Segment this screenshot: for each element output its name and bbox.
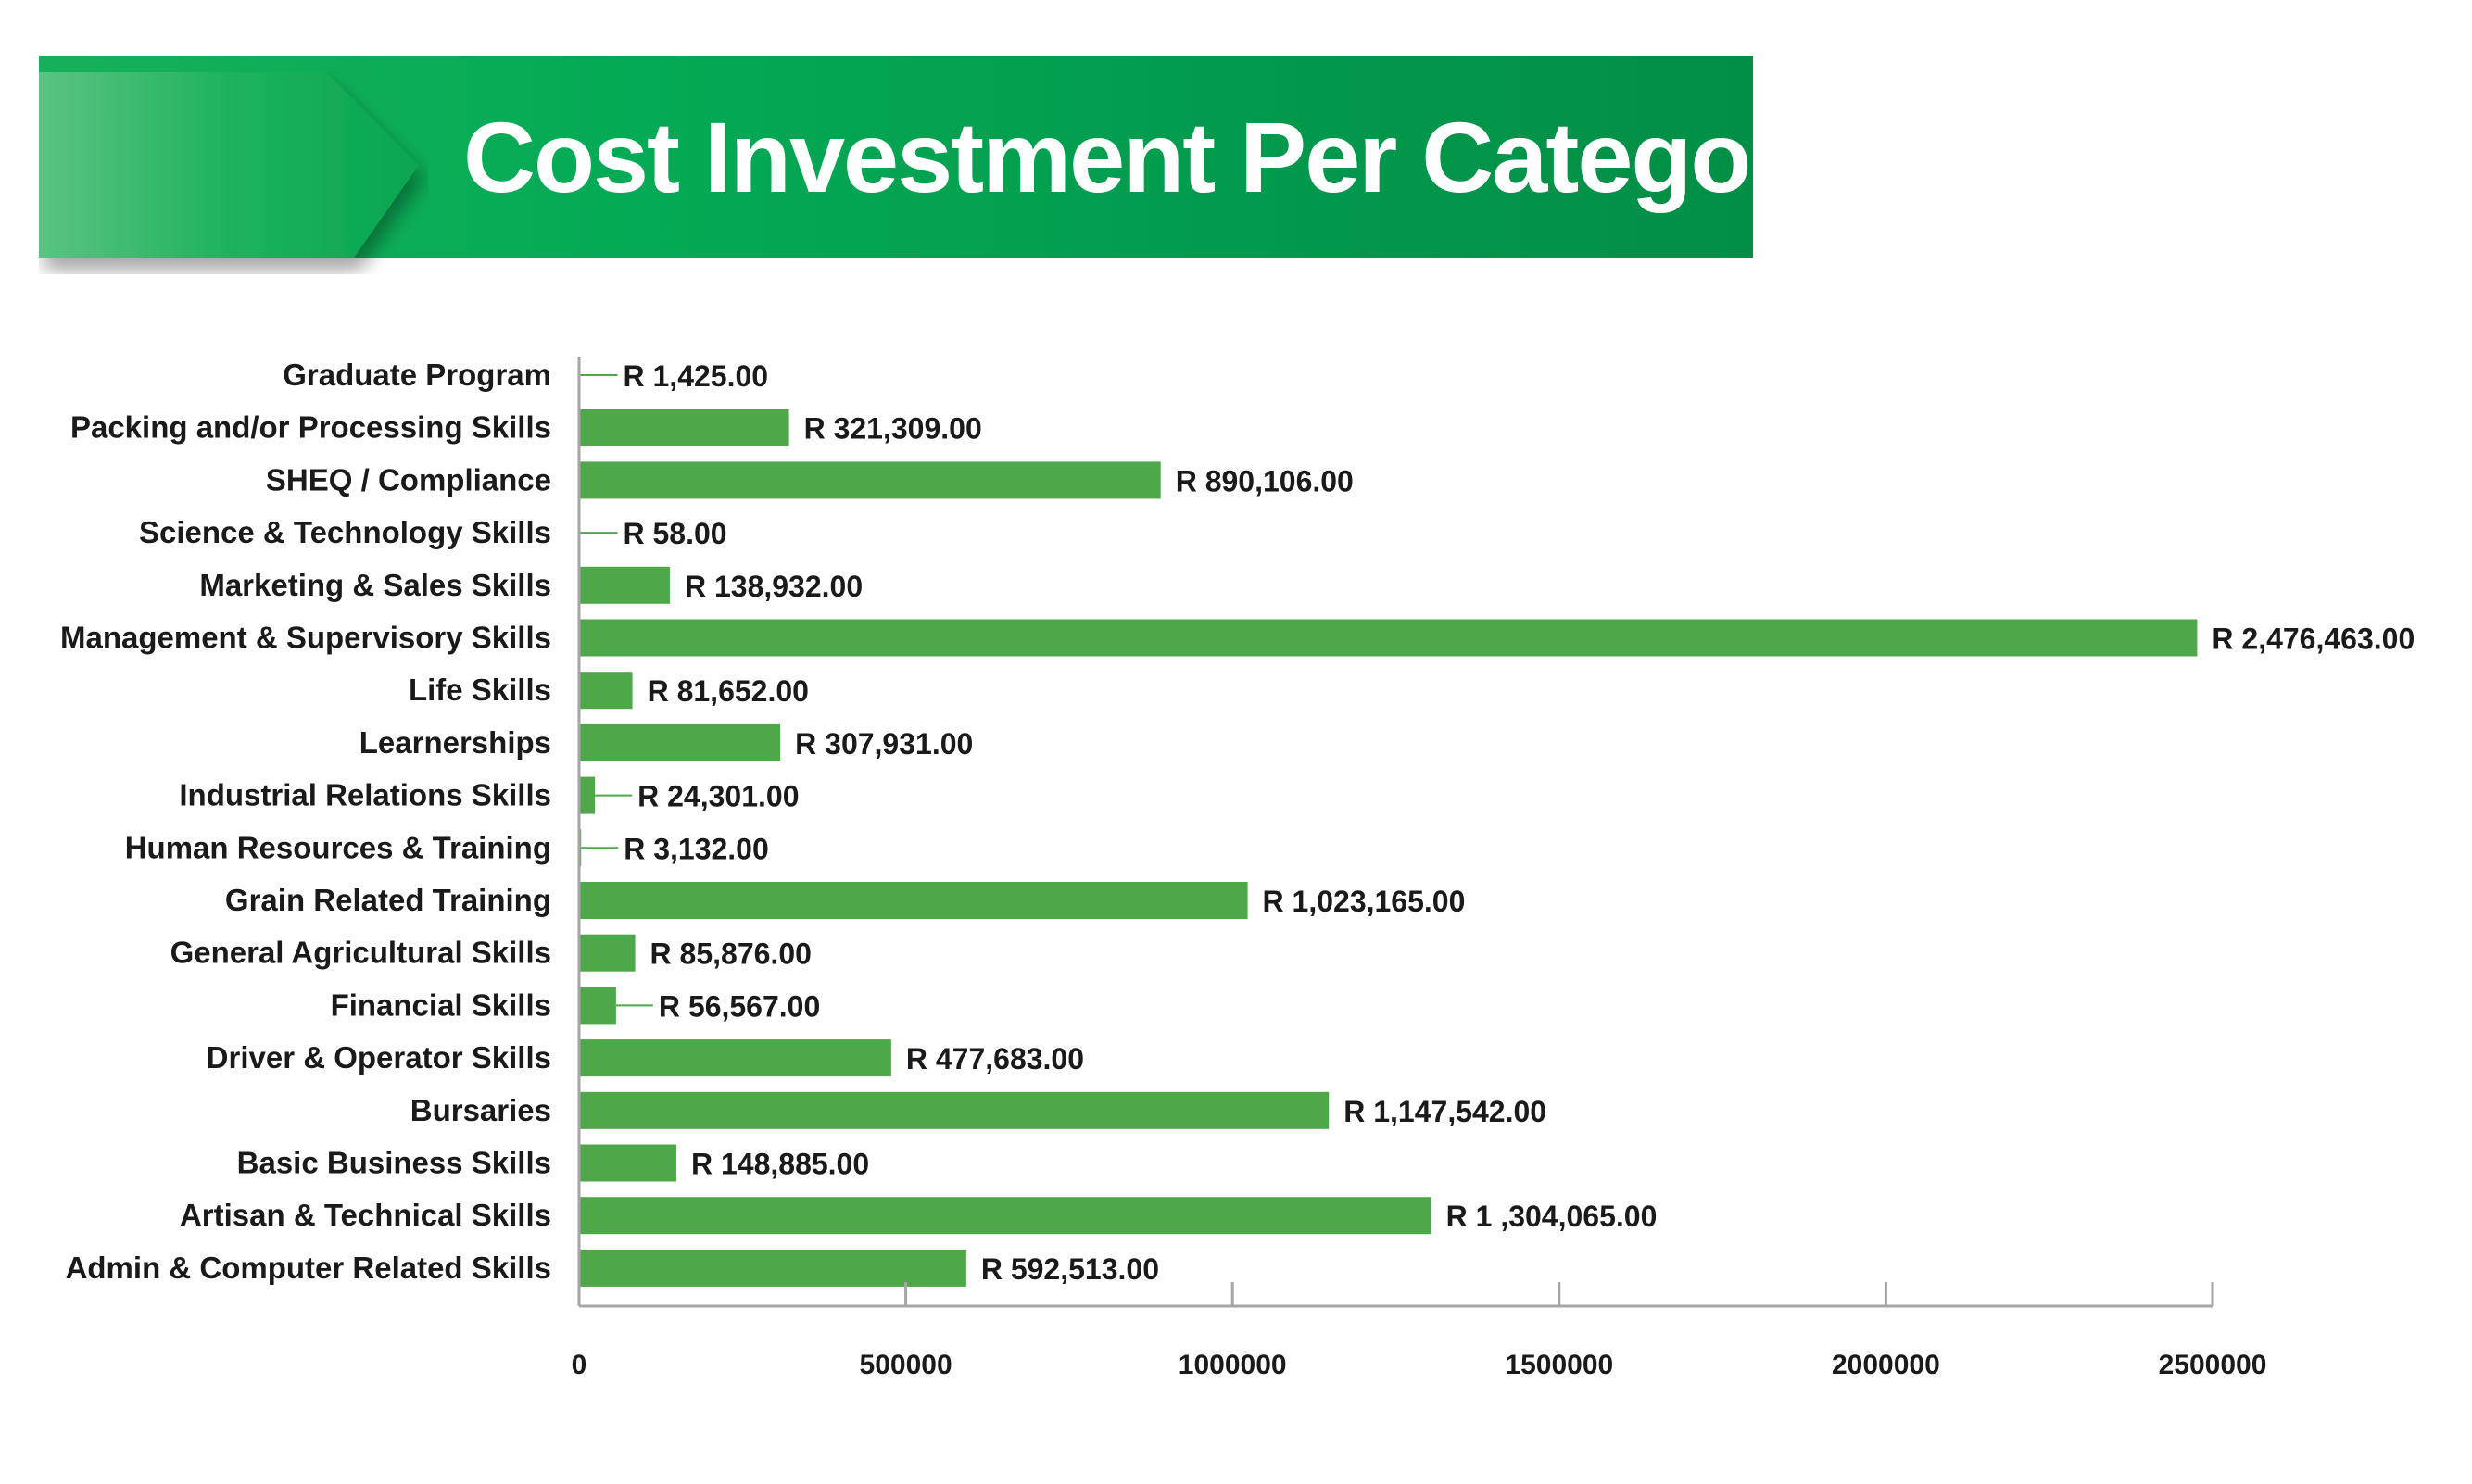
x-tick-label: 2500000 [2159,1350,2267,1380]
bar [579,776,596,814]
data-label: R 592,513.00 [981,1252,1159,1286]
category-label: Management & Supervisory Skills [60,621,551,655]
bar [579,566,670,604]
bar [579,1144,676,1182]
bars-layer [579,357,2198,1287]
data-label: R 56,567.00 [659,989,820,1023]
category-label: General Agricultural Skills [170,936,551,970]
bar [579,1197,1431,1235]
category-label: Human Resources & Training [125,830,551,864]
category-label: Driver & Operator Skills [207,1040,551,1075]
bar [579,934,636,972]
data-label: R 81,652.00 [648,674,809,708]
data-label: R 321,309.00 [804,412,982,446]
bar [579,1039,891,1077]
data-label: R 307,931.00 [795,727,973,761]
category-label: Basic Business Skills [237,1146,551,1180]
category-label: Bursaries [410,1093,551,1127]
data-label: R 85,876.00 [650,937,812,971]
x-tick-label: 500000 [860,1350,952,1380]
category-label: Marketing & Sales Skills [199,568,551,602]
bar [579,723,781,761]
bar [579,409,789,446]
x-tick-label: 2000000 [1832,1350,1940,1380]
bar [579,461,1161,499]
bar [579,672,633,710]
data-label: R 1 ,304,065.00 [1446,1200,1658,1233]
category-label: Grain Related Training [225,883,551,917]
banner-tab-shape [39,72,419,258]
category-label: SHEQ / Compliance [266,462,551,497]
x-tick-label: 0 [572,1350,587,1380]
category-label: Packing and/or Processing Skills [70,410,551,445]
chart-title: Cost Investment Per Category [463,101,1842,213]
data-label: R 24,301.00 [637,780,799,813]
data-label: R 58.00 [624,517,727,550]
category-label: Admin & Computer Related Skills [66,1251,551,1285]
category-label: Financial Skills [331,987,551,1022]
bar [579,1091,1330,1129]
x-tick-label: 1500000 [1505,1350,1613,1380]
category-label: Industrial Relations Skills [179,778,551,812]
bar [579,987,616,1025]
bar [579,882,1248,919]
category-label: Graduate Program [283,358,551,392]
data-label: R 1,023,165.00 [1263,885,1466,918]
data-labels: R 1,425.00 R 321,309.00 R 890,106.00 R 58.0… [624,359,2415,1286]
bar [579,1249,966,1287]
category-label: Artisan & Technical Skills [180,1198,551,1232]
x-tick-label: 1000000 [1179,1350,1287,1380]
category-labels: Graduate Program Packing and/or Processin… [60,358,551,1285]
category-label: Science & Technology Skills [139,515,551,549]
data-label: R 148,885.00 [691,1148,869,1181]
data-label: R 1,147,542.00 [1343,1095,1546,1128]
data-label: R 890,106.00 [1176,464,1354,497]
bar [579,619,2198,657]
data-label: R 2,476,463.00 [2212,623,2415,656]
data-label: R 477,683.00 [906,1042,1084,1075]
data-label: R 1,425.00 [624,359,769,393]
category-label: Life Skills [409,673,551,707]
data-label: R 138,932.00 [685,570,863,603]
x-axis: 0 500000 1000000 1500000 2000000 2500000 [572,357,2267,1380]
category-label: Learnerships [359,725,551,760]
data-label: R 3,132.00 [624,832,769,865]
